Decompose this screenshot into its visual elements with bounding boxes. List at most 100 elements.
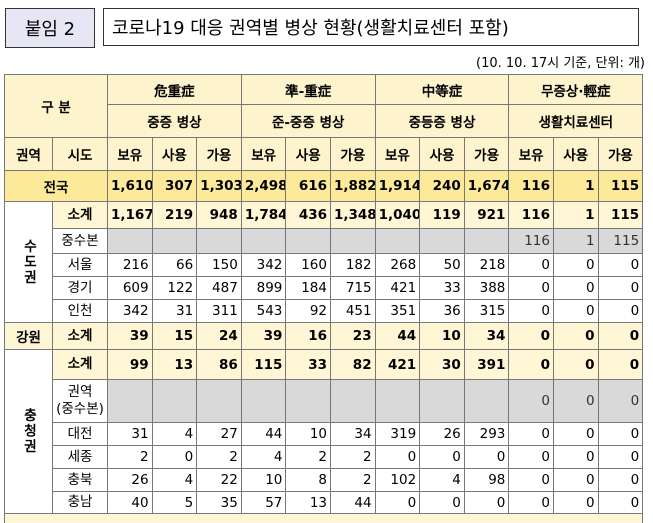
cell-value: 0: [552, 349, 599, 380]
header-row: 권역 시도 보유 사용 가용 보유 사용 가용 보유 사용 가용 보유 사용 가용: [4, 137, 644, 171]
cell-value: 351: [374, 299, 421, 323]
region-name: 강원: [4, 322, 53, 350]
empty-cell: [4, 513, 644, 523]
cell-value: 1: [552, 228, 599, 254]
cell-value: 35: [196, 491, 242, 514]
cell-value: 216: [107, 253, 153, 277]
cell-value: 116: [508, 201, 554, 229]
cell-value: 0: [597, 299, 644, 323]
cell-value: 82: [330, 349, 376, 380]
cell-value: 0: [597, 468, 644, 492]
cell-value: 184: [285, 276, 331, 300]
header-row: 구 분 危重症 準-重症 中等症 무증상·輕症: [4, 74, 644, 138]
metric-header: 보유: [508, 137, 554, 171]
cell-value: 33: [419, 276, 465, 300]
empty-cell: [151, 228, 198, 254]
cell-value: 13: [151, 349, 198, 380]
cell-value: 487: [196, 276, 242, 300]
empty-cell: [107, 379, 153, 423]
cell-value: 0: [508, 422, 554, 446]
metric-header: 사용: [552, 137, 599, 171]
cell-value: 0: [508, 468, 554, 492]
cell-value: 0: [419, 491, 465, 514]
cell-value: 122: [151, 276, 198, 300]
row-label: 중수본: [51, 228, 109, 254]
total-row: 전국 1,610 307 1,303 2,498 616 1,882 1,914 240 1,67…: [4, 170, 644, 202]
cell-value: 0: [597, 491, 644, 514]
row-label: 소계: [51, 201, 109, 229]
cell-value: 451: [330, 299, 376, 323]
cell-value: 0: [508, 379, 554, 423]
group-subheader: 준-중증 병상: [240, 104, 376, 138]
group-header: 中等症: [374, 74, 510, 105]
cell-value: 10: [240, 468, 287, 492]
cell-value: 31: [151, 299, 198, 323]
empty-cell: [463, 228, 510, 254]
header-row: 중증 병상 준-중증 병상 중등증 병상 생활치료센터: [5, 104, 644, 138]
empty-cell: [196, 228, 242, 254]
cell-value: 115: [597, 201, 644, 229]
cell-value: 315: [463, 299, 510, 323]
cell-value: 0: [463, 491, 510, 514]
cell-value: 5: [151, 491, 198, 514]
cell-value: 115: [597, 170, 644, 202]
cell-value: 0: [552, 299, 599, 323]
cell-value: 182: [330, 253, 376, 277]
cell-value: 119: [419, 201, 465, 229]
cell-value: 2: [107, 445, 153, 469]
data-row: 수도권 소계 1,167 219 948 1,784 436 1,348 1,040 119 921…: [4, 201, 644, 323]
empty-cell: [330, 228, 376, 254]
cell-value: 0: [597, 422, 644, 446]
cell-value: 160: [285, 253, 331, 277]
row-label: 권역 (중수본): [51, 379, 109, 423]
row-label: 경기: [51, 276, 109, 300]
cell-value: 2: [330, 445, 376, 469]
cell-value: 1,882: [330, 170, 376, 202]
empty-cell: [330, 379, 376, 423]
cell-value: 1,167: [107, 201, 153, 229]
cell-value: 0: [508, 276, 554, 300]
cell-value: 0: [419, 445, 465, 469]
empty-cell: [240, 379, 287, 423]
cell-value: 921: [463, 201, 510, 229]
cell-value: 8: [285, 468, 331, 492]
cell-value: 342: [107, 299, 153, 323]
data-row: 충남 40 5 35 57 13 44 0 0 0 0 0 0: [5, 491, 644, 514]
row-label: 대전: [51, 422, 109, 446]
bed-table: 구 분 危重症 準-重症 中等症 무증상·輕症 중증 병상 준-중증 병상 중등증 병상 생활치…: [4, 74, 644, 523]
cell-value: 715: [330, 276, 376, 300]
cell-value: 1: [552, 170, 599, 202]
cell-value: 30: [419, 349, 465, 380]
cell-value: 44: [240, 422, 287, 446]
cell-value: 0: [463, 445, 510, 469]
cell-value: 4: [151, 468, 198, 492]
metric-header: 보유: [240, 137, 287, 171]
cell-value: 27: [196, 422, 242, 446]
cell-value: 0: [508, 322, 554, 350]
cell-value: 0: [597, 276, 644, 300]
cell-value: 36: [419, 299, 465, 323]
data-row: 충청권 소계 99 13 86 115 33 82 421 30 391 0 0 0: [4, 349, 644, 514]
cell-value: 1,784: [240, 201, 287, 229]
data-row: 서울 216 66 150 342 160 182 268 50 218 0 0 0: [5, 253, 644, 277]
cell-value: 150: [196, 253, 242, 277]
data-row: 경기 609 122 487 899 184 715 421 33 388 0 0 0: [5, 276, 644, 300]
empty-cell: [285, 228, 331, 254]
cell-value: 22: [196, 468, 242, 492]
cell-value: 421: [374, 349, 421, 380]
cell-value: 293: [463, 422, 510, 446]
region-name: 수도권: [4, 201, 53, 323]
cell-value: 0: [552, 468, 599, 492]
cell-value: 23: [330, 322, 376, 350]
cell-value: 0: [597, 379, 644, 423]
group-header: 危重症: [107, 74, 242, 105]
cell-value: 388: [463, 276, 510, 300]
cell-value: 66: [151, 253, 198, 277]
cell-value: 0: [374, 445, 421, 469]
cell-value: 26: [419, 422, 465, 446]
cell-value: 24: [196, 322, 242, 350]
cell-value: 99: [107, 349, 153, 380]
corner-header: 구 분: [4, 74, 109, 138]
cell-value: 13: [285, 491, 331, 514]
